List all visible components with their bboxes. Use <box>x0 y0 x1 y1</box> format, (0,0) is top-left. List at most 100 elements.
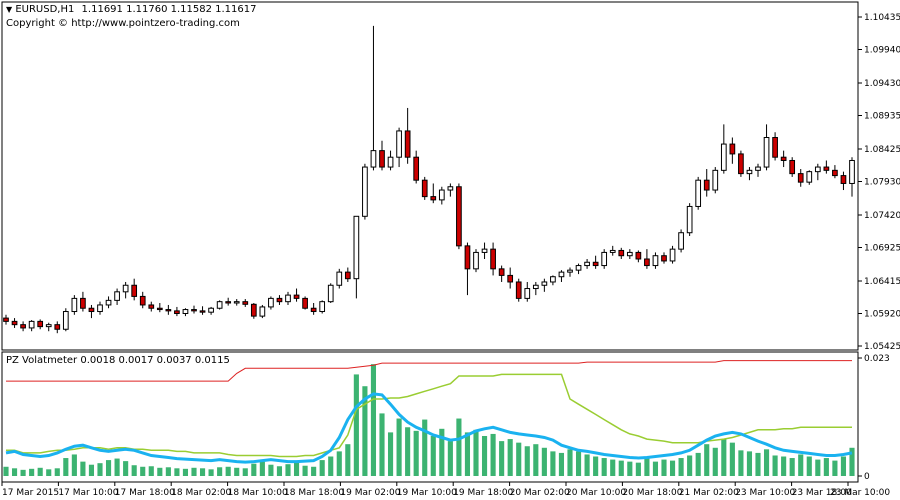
volatility-bar <box>259 461 265 476</box>
volatility-bar <box>516 442 522 476</box>
volatility-bar <box>217 467 223 476</box>
bull-candle-body <box>669 248 676 262</box>
volatility-bar <box>738 450 744 476</box>
price-axis-label: 1.07930 <box>864 178 900 188</box>
bear-candle-body <box>456 186 462 247</box>
price-axis-label: 1.06415 <box>864 277 900 287</box>
bull-candle-body <box>558 271 565 278</box>
bear-candle-body <box>789 159 796 175</box>
bear-candle-body <box>276 297 283 303</box>
bear-candle-body <box>515 281 522 299</box>
volatility-bar <box>704 444 710 476</box>
bull-candle-body <box>532 284 539 290</box>
volatility-bar <box>174 468 180 476</box>
bear-candle-body <box>191 309 197 312</box>
bull-candle-body <box>71 297 78 313</box>
bear-candle-body <box>148 304 155 309</box>
volatility-bar <box>652 461 659 476</box>
volatility-bar <box>840 456 847 476</box>
bull-candle-body <box>362 166 368 217</box>
volatility-bar <box>293 462 300 476</box>
price-axis-label: 1.05425 <box>864 342 900 352</box>
time-axis-label: 20 Mar 10:00 <box>566 488 626 498</box>
bull-candle-body <box>114 291 120 301</box>
dropdown-arrow-icon[interactable]: ▼ <box>6 5 13 14</box>
bear-candle-body <box>54 324 61 330</box>
volatility-bar <box>54 468 60 476</box>
bear-candle-body <box>139 295 146 306</box>
volatility-bar <box>140 466 146 476</box>
bear-candle-body <box>344 271 351 280</box>
volatility-bar <box>746 451 753 476</box>
volatility-bar <box>148 466 154 476</box>
bull-candle-body <box>626 251 633 257</box>
volatility-bar <box>473 429 479 476</box>
bull-candle-body <box>28 320 35 329</box>
bear-candle-body <box>379 150 385 168</box>
bull-candle-body <box>182 309 189 314</box>
ohlc-values: 1.11691 1.11760 1.11582 1.11617 <box>81 4 257 15</box>
bear-candle-body <box>832 169 838 177</box>
bull-candle-body <box>122 284 129 293</box>
indicator-header: PZ Volatmeter 0.0018 0.0017 0.0037 0.011… <box>6 355 230 366</box>
bull-candle-body <box>447 186 454 191</box>
bear-candle-body <box>464 245 471 270</box>
volatility-bar <box>618 460 624 476</box>
volatility-bar <box>225 466 231 476</box>
bear-candle-body <box>797 173 804 183</box>
time-axis-label: 17 Mar 18:00 <box>115 488 175 498</box>
volatility-bar <box>71 454 77 476</box>
bear-candle-body <box>421 179 428 198</box>
volatility-bar <box>191 467 197 476</box>
volatility-bar <box>635 462 641 476</box>
volatility-bar <box>165 467 171 476</box>
volatility-bar <box>336 451 342 476</box>
volatility-bar <box>610 459 616 476</box>
volatility-bar <box>695 452 701 476</box>
volatility-bar <box>353 374 359 476</box>
volatility-bar <box>63 458 69 476</box>
volatility-bar <box>661 459 667 476</box>
bull-candle-body <box>695 179 702 207</box>
symbol-header: ▼ EURUSD,H1 1.11691 1.11760 1.11582 1.11… <box>6 4 257 15</box>
volatility-bar <box>387 432 394 476</box>
price-axis-label: 1.10435 <box>864 13 900 23</box>
bull-candle-body <box>720 143 727 171</box>
time-axis-label: 19 Mar 02:00 <box>340 488 400 498</box>
volatility-bar <box>46 469 52 476</box>
red-threshold-line <box>6 360 852 382</box>
time-axis-label: 20 Mar 02:00 <box>510 488 570 498</box>
bear-candle-body <box>80 297 86 309</box>
volatility-bar <box>781 456 787 476</box>
bull-candle-body <box>746 169 753 175</box>
bull-candle-body <box>609 249 616 253</box>
bear-candle-body <box>703 179 710 191</box>
volatility-bar <box>182 468 189 476</box>
indicator-name: PZ Volatmeter <box>6 355 78 366</box>
bull-candle-body <box>575 265 582 271</box>
volatility-bar <box>37 467 43 476</box>
price-pane-frame <box>1 1 859 351</box>
volatility-bar <box>208 469 214 476</box>
copyright-text: Copyright © http://www.pointzero-trading… <box>6 18 240 29</box>
volatility-bar <box>687 455 693 476</box>
volatility-bar <box>105 460 112 476</box>
bear-candle-body <box>225 301 232 304</box>
bull-candle-body <box>208 307 214 313</box>
volatility-bar <box>558 452 565 476</box>
bull-candle-body <box>712 169 719 191</box>
bull-candle-body <box>62 311 69 330</box>
bull-candle-body <box>524 288 531 299</box>
volatility-bar <box>199 468 206 476</box>
bear-candle-body <box>165 309 172 312</box>
bull-candle-body <box>396 130 402 158</box>
bull-candle-body <box>541 281 548 286</box>
volatility-bar <box>823 458 829 476</box>
time-axis-label: 23 Mar 18:00 <box>792 488 852 498</box>
bear-candle-body <box>404 130 411 158</box>
volatility-bar <box>567 449 573 476</box>
bear-candle-body <box>618 249 625 257</box>
volatility-bar <box>311 466 317 476</box>
price-axis-label: 1.08425 <box>864 145 900 155</box>
